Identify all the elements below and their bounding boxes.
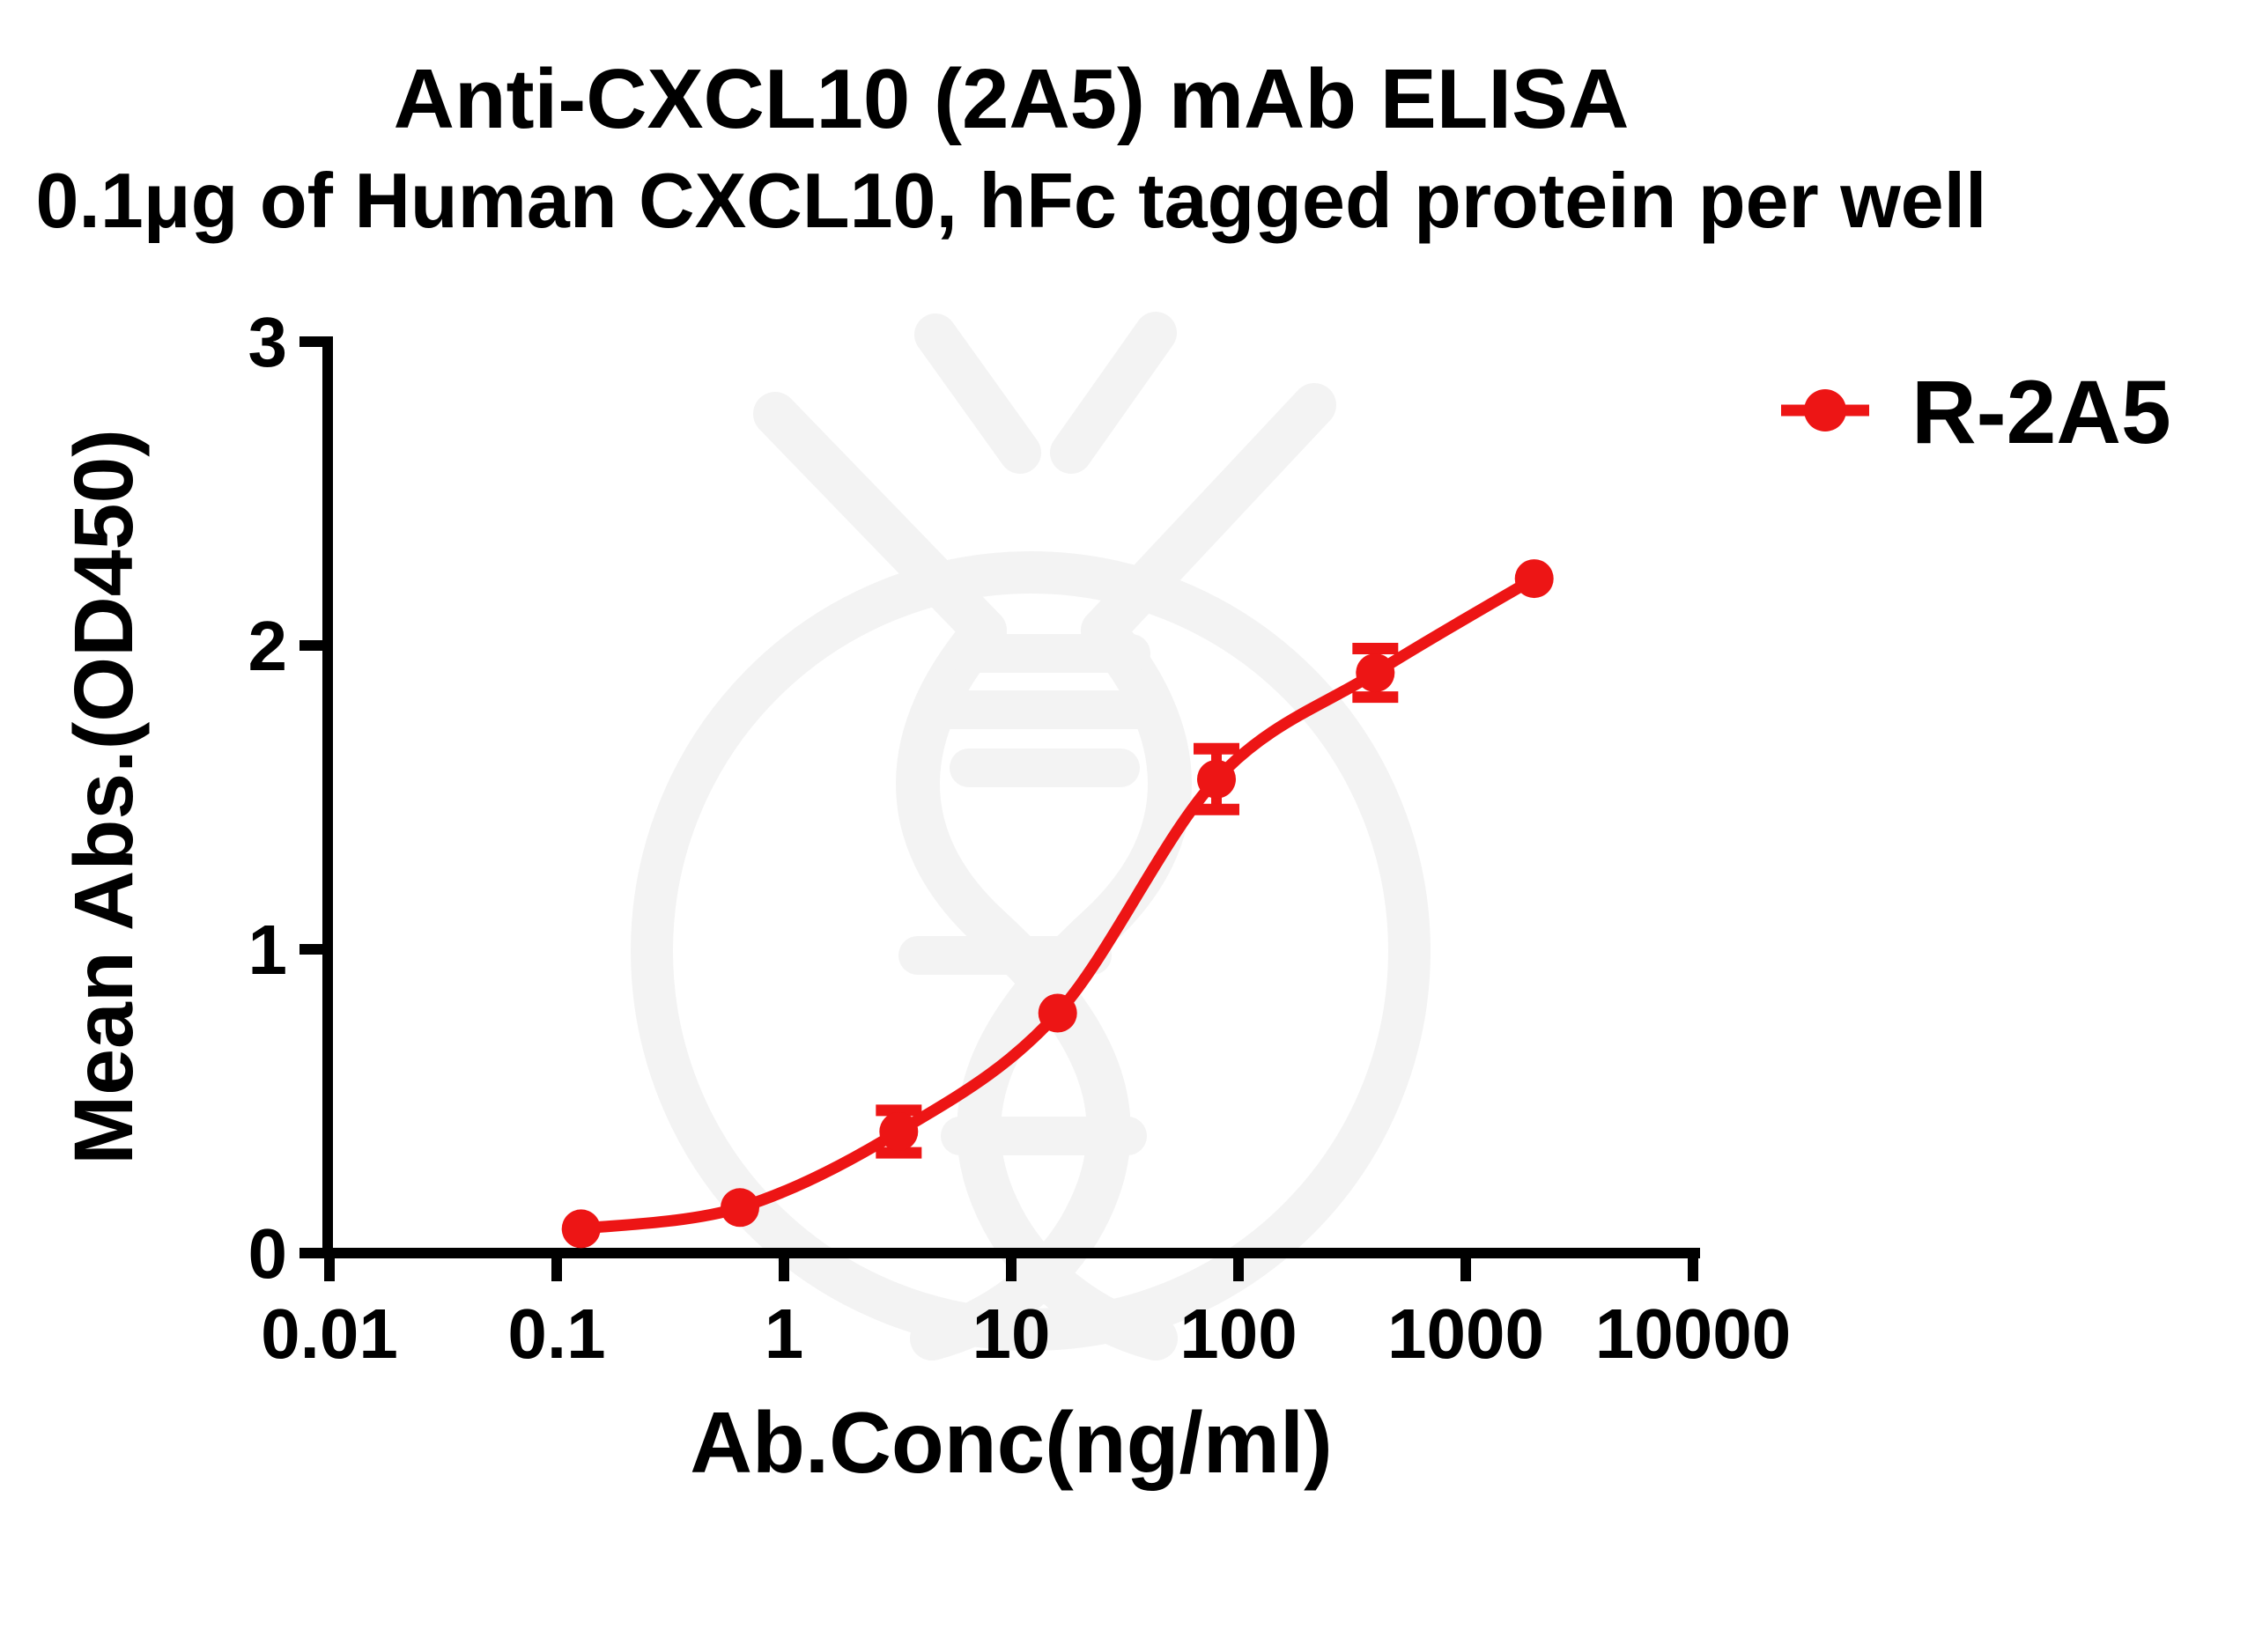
data-point-16 <box>1038 993 1077 1033</box>
data-point-2000 <box>1514 559 1554 599</box>
antibody-right-arm-icon <box>1081 383 1336 653</box>
data-point-0.64 <box>721 1188 759 1228</box>
antibody-left-fab-icon <box>914 313 1041 474</box>
x-tick-label-0.01: 0.01 <box>261 1294 398 1373</box>
series-r2a5 <box>561 559 1554 1249</box>
chart-subtitle: 0.1μg of Human CXCL10, hFc tagged protei… <box>35 157 1986 244</box>
watermark-circle-icon <box>631 551 1431 1351</box>
dna-strand-right-icon <box>957 608 1192 1361</box>
x-tick-label-1: 1 <box>765 1294 804 1373</box>
y-tick-label-3: 3 <box>248 303 288 381</box>
legend-label: R-2A5 <box>1911 362 2171 462</box>
y-axis-label: Mean Abs.(OD450) <box>57 429 151 1165</box>
y-tick-label-1: 1 <box>248 911 288 989</box>
x-tick-label-100: 100 <box>1179 1294 1297 1373</box>
data-point-3.2 <box>879 1112 919 1151</box>
x-axis-label: Ab.Conc(ng/ml) <box>690 1394 1332 1491</box>
x-tick-label-0.1: 0.1 <box>507 1294 605 1373</box>
data-point-0.128 <box>561 1209 601 1249</box>
legend: R-2A5 <box>1781 362 2171 462</box>
antibody-right-fab-icon <box>1050 312 1177 474</box>
axes: 0.01 0.1 1 10 100 1000 10000 0 1 2 3 <box>248 303 1792 1373</box>
watermark-antibody-dna-icon <box>631 312 1431 1361</box>
chart-title: Anti-CXCL10 (2A5) mAb ELISA <box>394 52 1630 146</box>
data-point-80 <box>1197 759 1236 799</box>
x-tick-label-10: 10 <box>972 1294 1051 1373</box>
axis-frame <box>322 336 1700 1258</box>
legend-marker-icon <box>1804 389 1846 431</box>
x-tick-label-10000: 10000 <box>1595 1294 1791 1373</box>
y-tick-label-0: 0 <box>248 1214 288 1293</box>
data-point-400 <box>1356 653 1395 693</box>
x-tick-label-1000: 1000 <box>1387 1294 1544 1373</box>
y-tick-label-2: 2 <box>248 607 288 685</box>
antibody-left-arm-icon <box>753 392 1007 653</box>
